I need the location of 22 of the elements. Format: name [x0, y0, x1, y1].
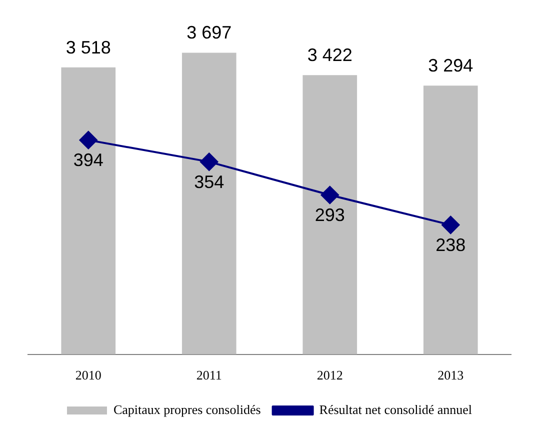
data-label: 3 518: [66, 37, 111, 58]
legend-label: Résultat net consolidé annuel: [319, 402, 472, 417]
bar: [61, 67, 116, 354]
point: [442, 216, 460, 234]
point: [79, 131, 98, 150]
x-tick-label: 2011: [196, 368, 222, 383]
legend-label: Capitaux propres consolidés: [113, 402, 261, 417]
point: [200, 152, 218, 171]
bar: [182, 52, 236, 354]
data-label: 3 697: [186, 22, 232, 43]
x-tick-label: 2010: [75, 368, 102, 383]
data-label: 238: [436, 234, 466, 255]
data-label: 3 422: [307, 45, 352, 66]
point: [320, 186, 339, 204]
data-label: 394: [73, 150, 104, 170]
data-label: 354: [194, 172, 224, 192]
data-label: 3 294: [428, 56, 474, 76]
bar: [302, 75, 358, 354]
x-tick-label: 2012: [316, 368, 343, 383]
x-tick-label: 2013: [438, 368, 464, 383]
bar: [423, 86, 478, 354]
data-label: 293: [314, 204, 345, 225]
